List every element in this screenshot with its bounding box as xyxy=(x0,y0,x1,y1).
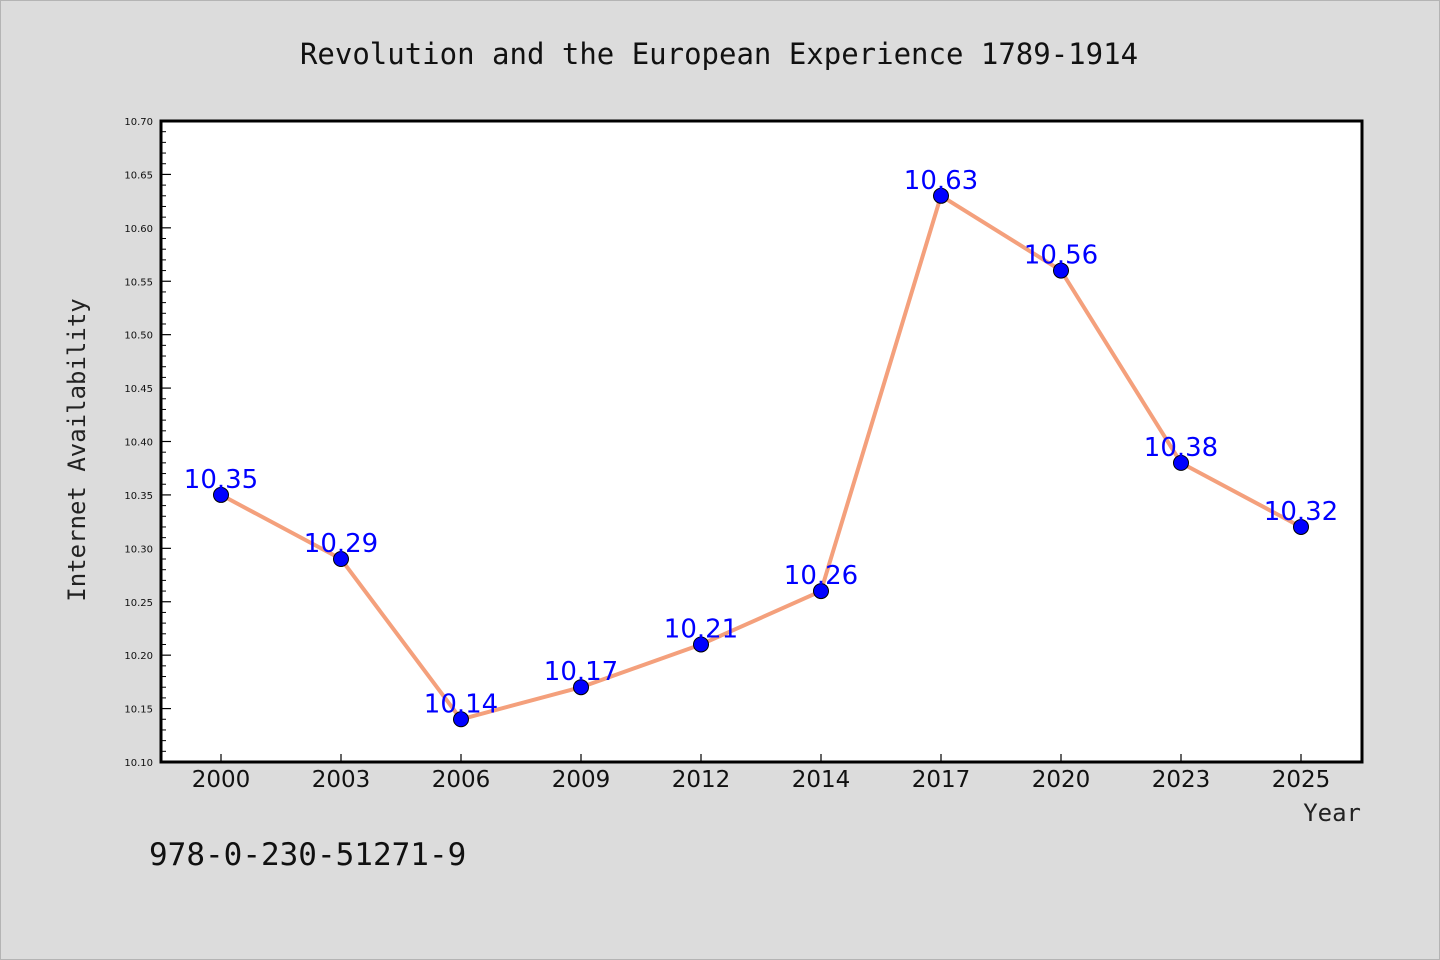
y-tick-label: 10.35 xyxy=(124,491,153,502)
isbn-text: 978-0-230-51271-9 xyxy=(149,837,466,873)
y-tick-label: 10.20 xyxy=(124,651,153,662)
data-label: 10.32 xyxy=(1264,497,1338,527)
y-tick-label: 10.40 xyxy=(124,438,153,449)
x-tick-label: 2006 xyxy=(432,767,491,793)
data-label: 10.14 xyxy=(424,689,498,719)
y-axis: 10.10 10.15 10.20 10.25 10.30 10.35 10.40 10.45… xyxy=(124,117,171,769)
chart-title: Revolution and the European Experience 1… xyxy=(300,37,1138,71)
y-tick-label: 10.65 xyxy=(124,170,153,181)
x-tick-label: 2014 xyxy=(792,767,851,793)
data-label: 10.38 xyxy=(1144,433,1218,463)
data-point xyxy=(693,636,709,653)
y-tick-label: 10.60 xyxy=(124,224,153,235)
y-tick-label: 10.70 xyxy=(124,117,153,128)
series-line xyxy=(219,193,1303,722)
marker-group xyxy=(213,187,1309,728)
x-axis: 2000 2003 2006 2009 2012 2014 2017 2020 2023 2025 xyxy=(192,754,1331,793)
data-label: 10.35 xyxy=(184,465,258,495)
y-tick-label: 10.15 xyxy=(124,705,153,716)
x-tick-label: 2009 xyxy=(552,767,611,793)
y-tick-label: 10.30 xyxy=(124,544,153,555)
y-tick-label: 10.50 xyxy=(124,331,153,342)
x-tick-label: 2023 xyxy=(1152,767,1211,793)
data-point xyxy=(813,583,829,600)
y-tick-label: 10.25 xyxy=(124,598,153,609)
data-point xyxy=(1053,262,1069,279)
data-label-group: 10.35 10.29 10.14 10.17 10.21 10.26 10.63 10.56… xyxy=(184,166,1338,719)
x-tick-label: 2012 xyxy=(672,767,731,793)
y-axis-label: Internet Availability xyxy=(63,298,91,601)
y-tick-label: 10.10 xyxy=(124,758,153,769)
data-label: 10.17 xyxy=(544,657,618,687)
x-tick-label: 2025 xyxy=(1272,767,1331,793)
data-point xyxy=(213,486,229,503)
plot-area xyxy=(159,119,1364,764)
x-tick-label: 2003 xyxy=(312,767,371,793)
data-point xyxy=(573,679,589,696)
x-axis-label: Year xyxy=(1303,799,1361,827)
x-tick-label: 2017 xyxy=(912,767,971,793)
data-label: 10.21 xyxy=(664,614,738,644)
data-point xyxy=(453,711,469,728)
data-point xyxy=(1293,518,1309,535)
x-tick-label: 2020 xyxy=(1032,767,1091,793)
data-label: 10.29 xyxy=(304,529,378,559)
x-tick-label: 2000 xyxy=(192,767,251,793)
data-label: 10.63 xyxy=(904,166,978,196)
y-tick-label: 10.55 xyxy=(124,277,153,288)
data-label: 10.26 xyxy=(784,561,858,591)
data-point xyxy=(933,187,949,204)
data-label: 10.56 xyxy=(1024,241,1098,271)
y-tick-label: 10.45 xyxy=(124,384,153,395)
data-point xyxy=(1173,454,1189,471)
data-point xyxy=(333,551,349,568)
series-line-group xyxy=(219,193,1303,722)
